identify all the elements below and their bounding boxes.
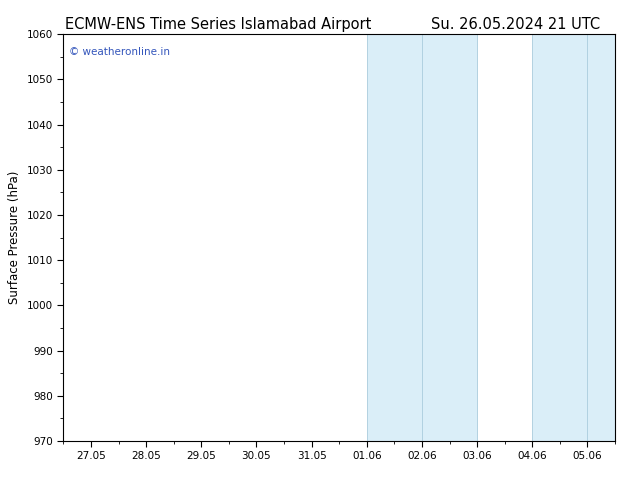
Title: ECMW-ENS Time Series Islamabad Airport      Su. 26.05.2024 21 UTC: ECMW-ENS Time Series Islamabad Airport S… [0, 489, 1, 490]
Bar [533, 34, 615, 441]
Text: Su. 26.05.2024 21 UTC: Su. 26.05.2024 21 UTC [431, 17, 600, 32]
Text: © weatheronline.in: © weatheronline.in [69, 47, 170, 56]
Text: ECMW-ENS Time Series Islamabad Airport: ECMW-ENS Time Series Islamabad Airport [65, 17, 371, 32]
Bar [366, 34, 477, 441]
Y-axis label: Surface Pressure (hPa): Surface Pressure (hPa) [8, 171, 21, 304]
